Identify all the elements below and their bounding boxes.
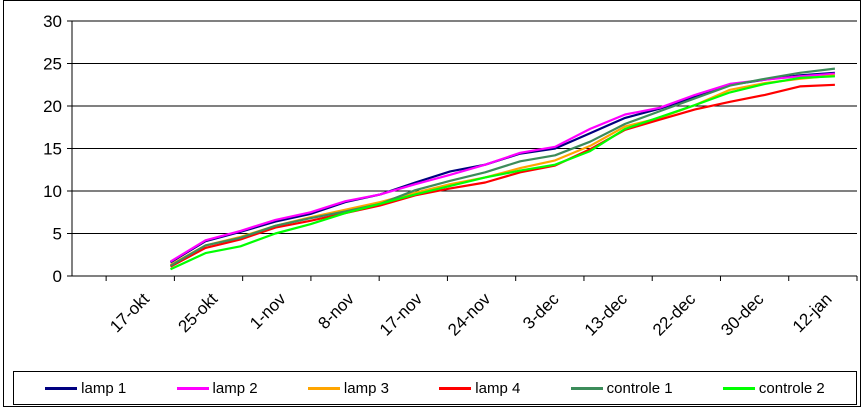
legend-item-controle-1: controle 1	[570, 379, 673, 397]
x-tick-label-3-dec: 3-dec	[519, 289, 563, 333]
y-tick-label-10: 10	[43, 182, 62, 201]
legend-label: controle 2	[758, 379, 825, 397]
legend-swatch-lamp-3	[307, 386, 340, 390]
legend-item-lamp-2: lamp 2	[176, 379, 258, 397]
y-tick-label-20: 20	[43, 97, 62, 116]
chart-frame: 0 5 10 15 20 25 30 17-okt 25-okt 1-nov 8-nov 17-nov…	[3, 0, 861, 407]
legend-label: lamp 4	[475, 379, 521, 397]
legend-item-controle-2: controle 2	[722, 379, 825, 397]
legend-item-lamp-4: lamp 4	[439, 380, 520, 397]
x-tick-label-24-nov: 24-nov	[444, 289, 495, 340]
legend-label: lamp 2	[212, 379, 258, 397]
legend-swatch-lamp-2	[176, 386, 209, 390]
legend-item-lamp-3: lamp 3	[307, 379, 389, 397]
legend-label: lamp 3	[343, 379, 389, 397]
legend-swatch-lamp-4	[439, 386, 472, 390]
legend-swatch-controle-2	[722, 386, 755, 390]
series-line-lamp-2	[169, 72, 835, 263]
x-tick-label-17-okt: 17-okt	[106, 289, 153, 336]
legend-item-lamp-1: lamp 1	[45, 380, 126, 397]
legend-swatch-controle-1	[570, 386, 603, 390]
x-tick-label-25-okt: 25-okt	[175, 289, 222, 336]
y-tick-label-25: 25	[43, 55, 62, 74]
x-tick-label-8-nov: 8-nov	[314, 289, 358, 333]
x-tick-label-30-dec: 30-dec	[717, 289, 768, 340]
series-line-controle-1	[169, 67, 836, 267]
x-tick-label-17-nov: 17-nov	[376, 289, 427, 340]
legend-label: lamp 1	[81, 379, 127, 397]
x-tick-label-22-dec: 22-dec	[649, 289, 700, 340]
series-line-controle-2	[170, 75, 835, 271]
x-tick-label-1-nov: 1-nov	[246, 289, 290, 333]
y-tick-label-5: 5	[53, 225, 62, 244]
line-chart: 0 5 10 15 20 25 30 17-okt 25-okt 1-nov 8-nov 17-nov…	[43, 12, 858, 340]
x-tick-label-12-jan: 12-jan	[789, 289, 836, 336]
y-tick-label-15: 15	[43, 140, 62, 159]
y-tick-label-30: 30	[43, 12, 62, 31]
legend-swatch-lamp-1	[45, 386, 78, 390]
y-tick-label-0: 0	[53, 267, 62, 286]
x-tick-label-13-dec: 13-dec	[581, 289, 632, 340]
legend: lamp 1 lamp 2 lamp 3 lamp 4 controle 1 contro…	[13, 371, 857, 405]
legend-label: controle 1	[606, 379, 673, 397]
series-line-lamp-4	[169, 83, 835, 268]
